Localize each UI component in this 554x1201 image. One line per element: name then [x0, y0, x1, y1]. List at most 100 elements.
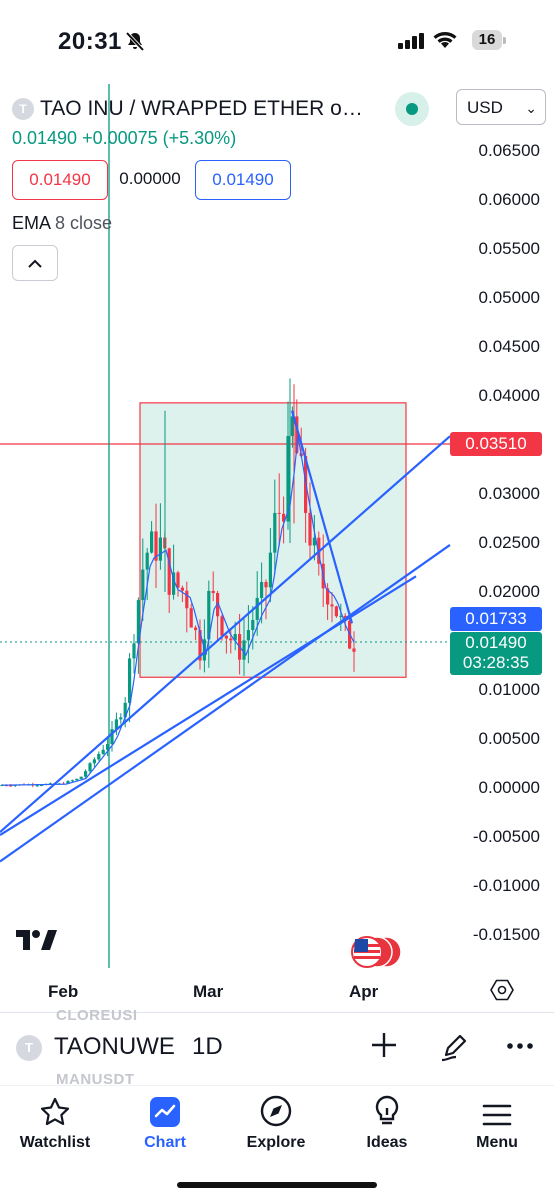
range-box: [139, 402, 407, 678]
interval-switcher[interactable]: 1D: [192, 1033, 223, 1060]
symbol-switcher[interactable]: TAONUWE: [54, 1033, 175, 1060]
candle-body: [308, 512, 312, 546]
trend-line: [0, 435, 451, 833]
symbol-header[interactable]: T TAO INU / WRAPPED ETHER o…: [12, 96, 392, 122]
chart-settings-hex-icon[interactable]: [490, 978, 514, 1002]
candle-body: [88, 763, 92, 772]
candle-body: [255, 597, 259, 620]
indicator-name: EMA: [12, 213, 51, 233]
candle-body: [84, 771, 88, 777]
level-badge-blue: 0.01733: [450, 607, 542, 631]
star-icon: [40, 1097, 70, 1126]
price-axis-tick: 0.05500: [478, 239, 540, 258]
price-axis-tick: 0.06500: [478, 141, 540, 160]
price-axis-tick: 0.04500: [478, 337, 540, 356]
nav-menu[interactable]: Menu: [447, 1094, 547, 1152]
compass-icon: [260, 1095, 292, 1127]
sell-price-box[interactable]: 0.01490: [12, 160, 108, 200]
more-options-icon[interactable]: [505, 1031, 535, 1061]
candle-body: [198, 630, 202, 661]
tradingview-logo-icon[interactable]: [16, 928, 60, 952]
candle-body: [154, 531, 158, 561]
candle-body: [40, 784, 44, 786]
candle-body: [128, 658, 132, 703]
nav-ideas-label: Ideas: [366, 1134, 408, 1151]
nav-explore[interactable]: Explore: [226, 1094, 326, 1152]
symbol-title[interactable]: TAO INU / WRAPPED ETHER o…: [40, 97, 363, 120]
nav-ideas[interactable]: Ideas: [337, 1094, 437, 1152]
ema-line: [1, 436, 355, 786]
candle-body: [330, 604, 334, 607]
cellular-signal-icon: [398, 33, 424, 49]
bar-countdown: 03:28:35: [462, 653, 530, 672]
toolbar-divider: [0, 1012, 554, 1013]
candle-body: [268, 552, 272, 588]
market-status-icon[interactable]: [395, 92, 429, 126]
drawing-tools-pen-icon[interactable]: [438, 1031, 470, 1063]
bell-muted-icon: [125, 31, 145, 52]
candle-body: [97, 753, 101, 760]
price-axis-tick: 0.04000: [478, 386, 540, 405]
battery-indicator: 16: [472, 30, 502, 50]
indicator-params: 8 close: [55, 213, 113, 233]
battery-tip: [503, 37, 506, 44]
ghost-symbol-above: CLOREUSI: [56, 1007, 138, 1024]
economic-events-flags-icon[interactable]: [350, 935, 402, 969]
candle-body: [185, 590, 189, 609]
symbol-logo-icon-small: T: [16, 1035, 42, 1061]
buy-price-box[interactable]: 0.01490: [195, 160, 291, 200]
price-axis-tick: 0.02000: [478, 582, 540, 601]
nav-watchlist-label: Watchlist: [19, 1134, 91, 1151]
currency-select[interactable]: USD ⌄: [456, 89, 546, 125]
candle-body: [233, 634, 237, 641]
currency-value: USD: [467, 98, 503, 117]
candle-body: [339, 615, 343, 617]
level-badge-red: 0.03510: [450, 432, 542, 456]
add-indicator-plus-icon[interactable]: [370, 1031, 398, 1059]
price-axis-tick: 0.06000: [478, 190, 540, 209]
home-indicator: [177, 1182, 377, 1188]
candle-body: [75, 778, 79, 781]
candle-body: [9, 785, 13, 787]
nav-watchlist[interactable]: Watchlist: [5, 1094, 105, 1152]
candle-body: [132, 643, 136, 659]
candle-body: [286, 436, 290, 522]
candle-body: [194, 627, 198, 631]
candle-body: [123, 702, 127, 718]
candle-body: [224, 635, 228, 639]
candle-body: [352, 648, 356, 652]
candle-body: [92, 759, 96, 764]
nav-chart[interactable]: Chart: [115, 1094, 215, 1152]
nav-chart-label: Chart: [144, 1134, 186, 1151]
candle-body: [189, 608, 193, 628]
candle-body: [273, 512, 277, 553]
candle-body: [136, 600, 140, 644]
candle-body: [207, 590, 211, 640]
candle-body: [242, 640, 246, 660]
candle-body: [180, 587, 184, 591]
candle-body: [101, 749, 105, 754]
candle-body: [158, 537, 162, 561]
symbol-logo-icon: T: [12, 98, 34, 120]
candle-body: [220, 616, 224, 636]
price-axis-tick: 0.00000: [478, 778, 540, 797]
candle-body: [290, 416, 294, 437]
candle-body: [70, 780, 74, 782]
candle-body: [246, 630, 250, 641]
collapse-legend-button[interactable]: [12, 245, 58, 281]
trend-line: [0, 575, 417, 836]
price-axis-tick: 0.02500: [478, 533, 540, 552]
time-axis-label-feb: Feb: [48, 982, 79, 1001]
price-axis-tick: 0.05000: [478, 288, 540, 307]
indicator-legend[interactable]: EMA 8 close: [12, 213, 112, 234]
candle-body: [326, 588, 330, 605]
candle-body: [167, 548, 171, 595]
candle-body: [35, 785, 39, 787]
candle-body: [334, 606, 338, 617]
candle-body: [260, 581, 264, 598]
time-axis-label-apr: Apr: [349, 982, 379, 1001]
candle-body: [176, 572, 180, 588]
chart-area[interactable]: [0, 84, 554, 1009]
price-axis-tick: -0.01000: [472, 876, 540, 895]
price-chart[interactable]: [0, 84, 554, 1009]
